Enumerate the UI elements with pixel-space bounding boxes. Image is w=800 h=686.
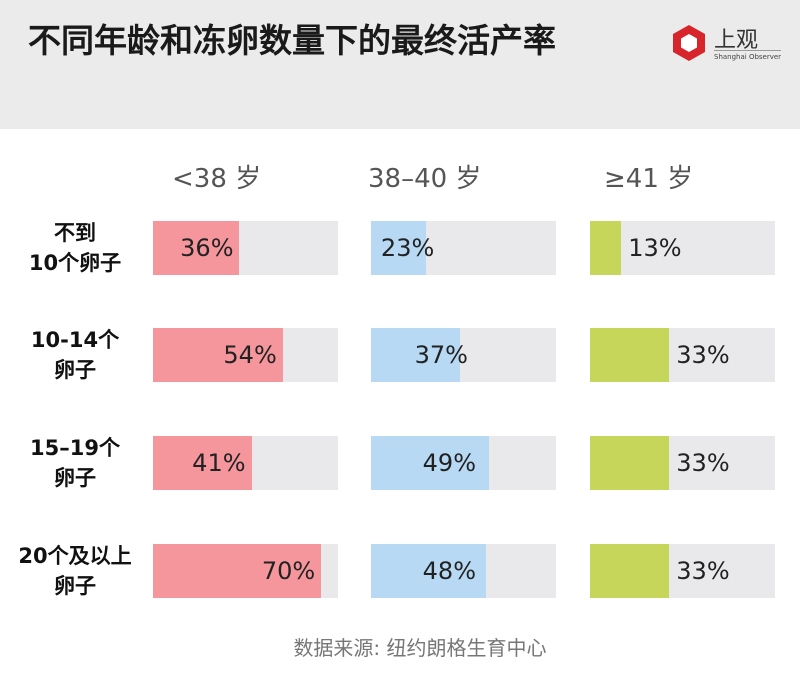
row-label: 10-14个 卵子 — [0, 325, 150, 385]
chart-title: 不同年龄和冻卵数量下的最终活产率 — [28, 21, 556, 60]
bar-track: 54% — [153, 328, 338, 382]
header: 不同年龄和冻卵数量下的最终活产率 上观 Shanghai Observer — [0, 0, 800, 129]
logo: 上观 Shanghai Observer — [670, 20, 800, 70]
bar — [371, 436, 489, 490]
bar-track: 48% — [371, 544, 556, 598]
logo-text: 上观 — [714, 28, 759, 53]
bar — [590, 544, 670, 598]
data-label: 33% — [676, 341, 730, 369]
bar-track: 33% — [590, 436, 775, 490]
bar — [590, 328, 670, 382]
data-label: 33% — [676, 449, 730, 477]
data-label: 23% — [380, 234, 435, 262]
row-label: 15–19个 卵子 — [0, 433, 150, 493]
data-label: 33% — [676, 557, 730, 585]
bar — [153, 436, 252, 490]
row-label-line: 15–19个 — [30, 436, 120, 460]
hexagon-logo-icon — [673, 25, 705, 61]
row-label-line: 卵子 — [54, 466, 96, 490]
bar-track: 41% — [153, 436, 338, 490]
row-label-line: 卵子 — [54, 358, 96, 382]
bar — [590, 436, 670, 490]
row-label-line: 20个及以上 — [18, 544, 132, 568]
bar — [153, 544, 322, 598]
row-label: 不到 10个卵子 — [0, 218, 150, 278]
bar — [371, 544, 487, 598]
row-label-line: 10-14个 — [30, 328, 120, 352]
column-header: <38 岁 — [172, 164, 262, 194]
data-label: 48% — [422, 557, 476, 585]
row-label-line: 10个卵子 — [28, 251, 122, 275]
data-label: 54% — [223, 341, 277, 369]
bar-track: 36% — [153, 221, 338, 275]
bar-track: 33% — [590, 544, 775, 598]
row-label-line: 不到 — [54, 221, 96, 245]
data-label: 13% — [628, 234, 682, 262]
data-label: 36% — [180, 234, 234, 262]
logo-subtext: Shanghai Observer — [714, 50, 782, 61]
data-label: 41% — [192, 449, 246, 477]
column-header: ≥41 岁 — [604, 164, 694, 194]
bar — [371, 328, 460, 382]
bar-track: 37% — [371, 328, 556, 382]
bar — [153, 221, 240, 275]
data-label: 37% — [414, 341, 468, 369]
data-label: 49% — [422, 449, 476, 477]
bar-track: 13% — [590, 221, 775, 275]
bar — [371, 221, 427, 275]
bar — [590, 221, 622, 275]
bar-track: 33% — [590, 328, 775, 382]
data-label: 70% — [261, 557, 316, 585]
bar-track: 49% — [371, 436, 556, 490]
bar-track: 70% — [153, 544, 338, 598]
bar-track: 23% — [371, 221, 556, 275]
column-header: 38–40 岁 — [368, 164, 482, 194]
row-label-line: 卵子 — [54, 574, 96, 598]
row-label: 20个及以上 卵子 — [0, 541, 150, 601]
source-note: 数据来源: 纽约朗格生育中心 — [293, 636, 547, 660]
bar — [153, 328, 283, 382]
